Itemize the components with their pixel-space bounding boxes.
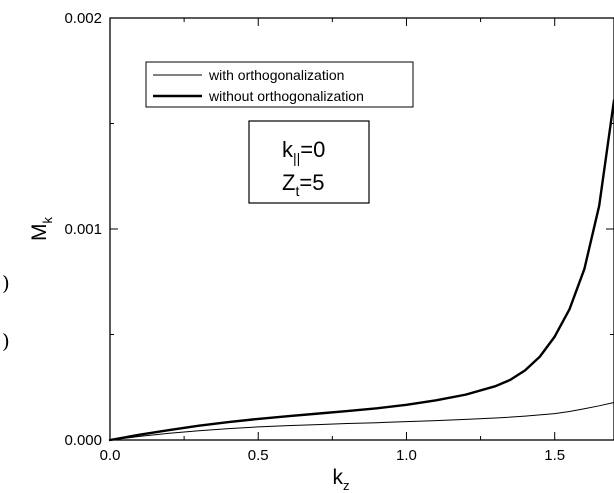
annotation-k-sub: || — [293, 150, 300, 166]
annotation-k: k — [282, 137, 294, 162]
x-axis-label-sub: z — [343, 478, 350, 493]
series-line-with-orthogonalization — [109, 401, 614, 441]
y-axis-label-main: M — [28, 224, 51, 242]
x-tick-label: 1.5 — [544, 447, 565, 464]
x-axis-label: kz — [333, 466, 350, 493]
y-tick-label: 0.000 — [64, 432, 102, 449]
y-tick-label: 0.002 — [64, 10, 102, 27]
series-layer — [108, 99, 614, 442]
margin-fragment-1: ) — [2, 271, 10, 295]
annotation-line-1: k||=0 — [282, 137, 325, 166]
series-line-without-orthogonalization — [108, 99, 614, 442]
annotation-box — [248, 120, 370, 204]
legend-box — [145, 61, 414, 108]
legend: with orthogonalization without orthogona… — [145, 61, 414, 108]
y-axis-label: Mk — [28, 217, 55, 242]
x-tick-label: 1.0 — [396, 447, 417, 464]
annotation-line-2: Zt=5 — [282, 170, 324, 199]
y-tick-labels: 0.000 0.001 0.002 — [64, 10, 102, 449]
x-tick-label: 0.5 — [248, 447, 269, 464]
y-axis-label-sub: k — [40, 217, 55, 224]
annotation-z-sub: t — [295, 183, 299, 199]
annotation-z-value: =5 — [299, 170, 324, 195]
legend-label-0: with orthogonalization — [208, 67, 344, 83]
x-tick-labels: 0.0 0.5 1.0 1.5 — [100, 447, 566, 464]
x-tick-label: 0.0 — [100, 447, 121, 464]
annotation-z: Z — [282, 170, 295, 195]
y-tick-label: 0.001 — [64, 221, 102, 238]
legend-label-1: without orthogonalization — [208, 88, 364, 104]
annotation-k-value: =0 — [300, 137, 325, 162]
margin-fragment-2: ) — [2, 329, 10, 353]
x-axis-label-main: k — [333, 466, 344, 489]
annotation: k||=0 Zt=5 — [248, 120, 370, 204]
